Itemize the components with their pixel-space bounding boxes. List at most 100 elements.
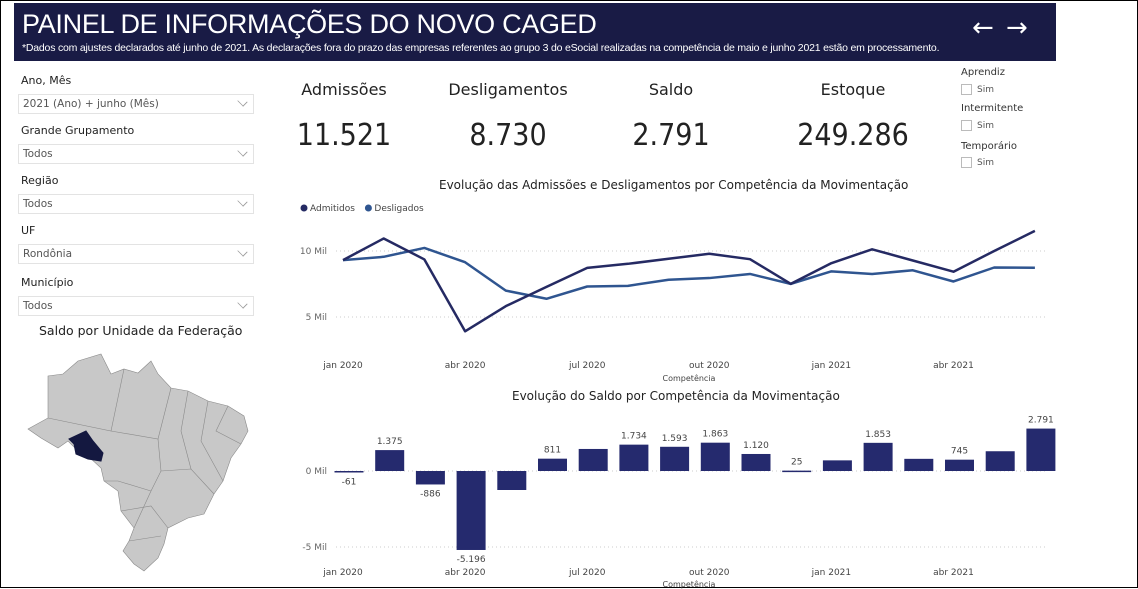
- bar-data-label: 1.120: [743, 441, 769, 451]
- bar-data-label: -886: [420, 489, 441, 499]
- bar-data-label: -5.196: [457, 555, 486, 565]
- bar-mar-2021: [904, 458, 934, 471]
- checkbox-option-label: Sim: [977, 85, 994, 95]
- bar-jan-2020: [334, 471, 364, 473]
- checkbox-option-label: Sim: [977, 121, 994, 131]
- legend-label-desligados: Desligados: [374, 204, 424, 214]
- bar-mai-2020: [497, 471, 527, 490]
- x-tick-label: jul 2020: [568, 361, 606, 371]
- x-axis-title: Competência: [663, 373, 716, 383]
- legend-marker: [364, 204, 372, 212]
- bar-data-label: 811: [544, 446, 561, 456]
- filter-label-uf: UF: [21, 224, 36, 237]
- kpi-estoque-value: 249.286: [797, 118, 909, 153]
- aprendiz-checkbox[interactable]: Sim: [961, 84, 994, 95]
- filter-label-grande-grupamento: Grande Grupamento: [21, 124, 135, 137]
- kpi-desligamentos-label: Desligamentos: [448, 80, 568, 99]
- x-tick-label: out 2020: [689, 361, 730, 371]
- bar-jun-2021: [1026, 428, 1056, 471]
- data-disclaimer: *Dados com ajustes declarados até junho …: [22, 42, 940, 54]
- intermitente-label: Intermitente: [961, 103, 1024, 114]
- bar-set-2020: [660, 446, 690, 471]
- bar-data-label: 745: [951, 447, 968, 457]
- kpi-admissoes-label: Admissões: [301, 80, 387, 99]
- filter-uf-dropdown[interactable]: Rondônia: [18, 244, 254, 264]
- bar-data-label: 1.853: [865, 430, 891, 440]
- x-axis-title: Competência: [663, 579, 716, 589]
- bar-data-label: 1.734: [621, 432, 647, 442]
- page-title: PAINEL DE INFORMAÇÕES DO NOVO CAGED: [22, 9, 597, 39]
- intermitente-checkbox[interactable]: Sim: [961, 120, 994, 131]
- x-tick-label: jan 2021: [811, 361, 852, 371]
- x-tick-label: jan 2021: [811, 568, 852, 578]
- y-tick-label: 10 Mil: [300, 247, 327, 257]
- x-tick-label: jan 2020: [322, 361, 363, 371]
- kpi-estoque-label: Estoque: [820, 80, 886, 99]
- kpi-desligamentos-value: 8.730: [469, 118, 547, 153]
- bar-jul-2020: [578, 448, 608, 471]
- arrow-right-icon[interactable]: →: [1006, 13, 1028, 43]
- y-tick-label: 5 Mil: [306, 313, 327, 323]
- filter-regiao-dropdown[interactable]: Todos: [18, 194, 254, 214]
- brazil-map: [27, 353, 249, 572]
- kpi-admissoes-value: 11.521: [296, 118, 392, 153]
- aprendiz-label: Aprendiz: [961, 67, 1005, 78]
- bar-data-label: 1.593: [662, 434, 688, 444]
- filter-municipio-dropdown[interactable]: Todos: [18, 296, 254, 316]
- bar-out-2020: [700, 442, 730, 471]
- line-series-desligados: [342, 246, 1035, 301]
- arrow-left-icon[interactable]: ←: [972, 13, 994, 43]
- y-tick-label: 0 Mil: [306, 467, 327, 477]
- bar-ago-2020: [619, 444, 649, 471]
- x-tick-label: jul 2020: [568, 568, 606, 578]
- bar-mar-2020: [415, 471, 445, 485]
- state-rondonia[interactable]: [68, 430, 104, 462]
- bar-data-label: 25: [791, 458, 802, 468]
- dropdown-value: Todos: [23, 300, 53, 312]
- dropdown-value: Rondônia: [23, 248, 72, 260]
- filter-label-ano-mes: Ano, Mês: [21, 74, 72, 87]
- state-borders: [47, 368, 242, 542]
- legend-label-admitidos: Admitidos: [310, 204, 355, 214]
- dashboard-header: PAINEL DE INFORMAÇÕES DO NOVO CAGED *Dad…: [14, 3, 1056, 61]
- kpi-saldo-label: Saldo: [648, 80, 694, 99]
- dropdown-value: 2021 (Ano) + junho (Mês): [23, 98, 159, 110]
- bar-chart-title: Evolução do Saldo por Competência da Mov…: [512, 389, 840, 403]
- temporario-checkbox[interactable]: Sim: [961, 157, 994, 168]
- x-tick-label: jan 2020: [322, 568, 363, 578]
- bar-data-label: -61: [342, 478, 357, 488]
- filter-label-regiao: Região: [21, 174, 59, 187]
- bar-jun-2020: [538, 458, 567, 471]
- kpi-saldo-value: 2.791: [632, 118, 710, 153]
- filter-ano-mes-dropdown[interactable]: 2021 (Ano) + junho (Mês): [18, 94, 254, 114]
- x-tick-label: out 2020: [689, 568, 730, 578]
- bar-dez-2020: [782, 470, 812, 473]
- bar-fev-2021: [863, 442, 893, 471]
- checkbox-icon: [961, 120, 972, 131]
- x-tick-label: abr 2021: [933, 361, 974, 371]
- dropdown-value: Todos: [23, 148, 53, 160]
- bar-abr-2021: [945, 459, 974, 471]
- checkbox-icon: [961, 157, 972, 168]
- map-title: Saldo por Unidade da Federação: [39, 323, 243, 338]
- bar-abr-2020: [456, 471, 486, 550]
- bar-nov-2020: [741, 453, 771, 471]
- x-tick-label: abr 2020: [445, 568, 486, 578]
- filter-label-municipio: Município: [21, 276, 74, 289]
- bar-jan-2021: [822, 460, 852, 471]
- x-tick-label: abr 2020: [445, 361, 486, 371]
- checkbox-option-label: Sim: [977, 158, 994, 168]
- bar-data-label: 1.375: [377, 437, 403, 447]
- bar-data-label: 2.791: [1028, 416, 1054, 426]
- line-series-admitidos: [342, 229, 1036, 333]
- filter-grande-grupamento-dropdown[interactable]: Todos: [18, 144, 254, 164]
- bar-fev-2020: [375, 450, 405, 471]
- x-tick-label: abr 2021: [933, 568, 974, 578]
- line-chart-title: Evolução das Admissões e Desligamentos p…: [439, 178, 909, 192]
- legend-marker: [300, 204, 308, 212]
- bar-mai-2021: [985, 451, 1015, 471]
- dropdown-value: Todos: [23, 198, 53, 210]
- temporario-label: Temporário: [961, 141, 1018, 152]
- bar-data-label: 1.863: [702, 430, 728, 440]
